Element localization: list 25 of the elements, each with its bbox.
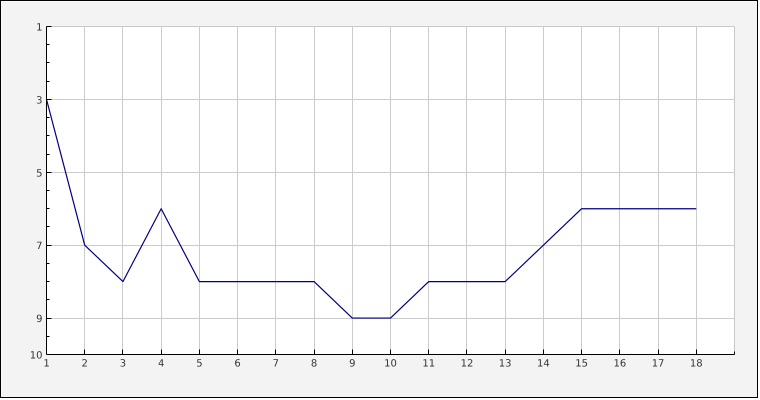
y-tick-label: 9 bbox=[36, 314, 43, 326]
line-series bbox=[46, 98, 697, 319]
x-tick-label: 18 bbox=[690, 358, 703, 370]
x-tick-label: 12 bbox=[460, 358, 474, 370]
x-tick-label: 6 bbox=[234, 358, 241, 370]
x-tick-label: 7 bbox=[272, 358, 280, 370]
x-tick-label: 13 bbox=[498, 358, 512, 370]
x-tick-label: 8 bbox=[310, 358, 318, 370]
y-tick-label: 5 bbox=[36, 168, 43, 180]
y-tick-label: 7 bbox=[36, 241, 43, 252]
x-tick-label: 16 bbox=[613, 358, 626, 370]
x-tick-label: 1 bbox=[43, 358, 50, 370]
x-tick-label: 3 bbox=[120, 358, 126, 370]
x-tick-label: 14 bbox=[537, 358, 550, 370]
x-tick-label: 4 bbox=[158, 358, 164, 370]
x-tick-label: 9 bbox=[349, 358, 356, 370]
y-tick-label: 1 bbox=[36, 22, 43, 34]
x-tick-label: 11 bbox=[422, 358, 436, 370]
x-tick-label: 5 bbox=[196, 358, 203, 370]
x-tick-label: 10 bbox=[384, 358, 397, 370]
x-tick-label: 15 bbox=[575, 358, 588, 370]
x-tick-label: 2 bbox=[82, 358, 88, 370]
y-tick-label: 10 bbox=[30, 350, 43, 362]
y-tick-label: 3 bbox=[36, 95, 43, 106]
x-tick-label: 17 bbox=[652, 358, 664, 370]
